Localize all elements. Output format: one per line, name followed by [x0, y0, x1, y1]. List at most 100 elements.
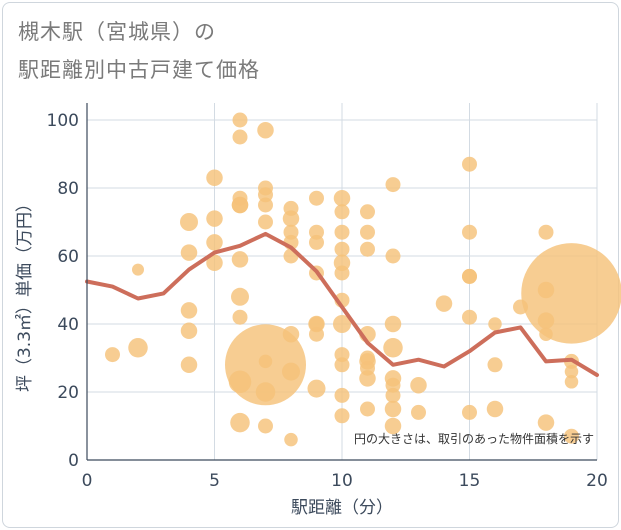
data-point — [385, 177, 401, 193]
y-tick-label: 40 — [57, 315, 79, 335]
data-point — [435, 295, 453, 312]
data-point — [206, 169, 223, 187]
x-tick-label: 5 — [209, 471, 220, 491]
x-tick-label: 15 — [459, 471, 481, 491]
data-point — [255, 382, 276, 402]
data-point — [258, 354, 273, 369]
data-point — [334, 241, 350, 257]
data-points — [105, 112, 621, 447]
tick-labels: 0 5 10 15 20 0 20 40 60 80 100 — [47, 111, 608, 491]
data-point — [411, 404, 426, 420]
data-point — [309, 190, 324, 206]
data-point — [360, 224, 375, 240]
data-point — [334, 347, 350, 363]
y-tick-label: 80 — [57, 179, 79, 199]
data-point — [232, 190, 248, 206]
data-point — [488, 317, 502, 331]
data-point — [384, 315, 402, 333]
grid-lines — [87, 103, 598, 460]
axes — [86, 103, 597, 461]
data-point — [334, 224, 350, 240]
chart-title-line1: 槻木駅（宮城県）の — [18, 20, 216, 44]
data-point — [309, 316, 324, 332]
trend-line — [85, 231, 599, 377]
data-point — [462, 156, 477, 172]
data-point — [258, 418, 273, 434]
x-axis-label: 駅距離（分） — [291, 498, 393, 518]
data-point — [462, 268, 477, 284]
data-point — [206, 210, 223, 227]
x-tick-label: 0 — [82, 471, 93, 491]
data-point — [537, 312, 555, 329]
y-tick-label: 100 — [47, 111, 79, 131]
chart-title-line2: 駅距離別中古戸建て価格 — [18, 58, 260, 82]
data-point — [283, 224, 299, 240]
y-axis-label: 坪（3.3㎡）単価（万円） — [15, 195, 35, 392]
data-point — [360, 204, 375, 220]
data-point — [284, 432, 298, 447]
data-point — [487, 357, 503, 373]
data-point — [309, 224, 324, 240]
data-point — [334, 204, 350, 220]
data-point — [334, 265, 350, 281]
data-point — [232, 129, 248, 145]
y-tick-label: 0 — [68, 451, 79, 471]
data-point — [564, 428, 579, 444]
data-point — [486, 400, 504, 418]
data-point — [462, 224, 477, 240]
y-tick-label: 20 — [57, 383, 79, 403]
data-point — [230, 412, 250, 433]
data-point — [232, 309, 248, 325]
data-point — [180, 244, 198, 261]
data-point — [462, 309, 477, 325]
data-point — [307, 379, 326, 398]
data-point — [521, 243, 621, 344]
data-point — [282, 362, 300, 381]
data-point — [283, 200, 299, 216]
data-point — [539, 327, 553, 341]
data-point — [537, 414, 555, 431]
trend-line-group — [85, 231, 599, 377]
data-point — [385, 248, 401, 264]
data-point — [360, 241, 375, 257]
data-point — [180, 302, 198, 319]
data-point — [513, 299, 528, 315]
data-point — [333, 315, 351, 333]
data-point — [258, 180, 273, 196]
x-tick-label: 10 — [331, 471, 353, 491]
data-point — [564, 364, 579, 379]
data-point — [384, 400, 402, 418]
data-point — [385, 377, 401, 393]
x-tick-label: 20 — [586, 471, 608, 491]
data-point — [180, 356, 198, 374]
data-point — [410, 376, 427, 394]
data-point — [206, 234, 223, 251]
data-point — [282, 325, 300, 343]
data-point — [180, 322, 198, 340]
data-point — [462, 404, 477, 420]
data-point — [231, 251, 249, 268]
data-point — [538, 224, 554, 240]
data-point — [384, 417, 402, 435]
data-point — [334, 387, 350, 403]
data-point — [132, 263, 144, 276]
data-point — [257, 121, 274, 139]
data-point — [537, 281, 555, 299]
data-point — [180, 213, 198, 231]
size-annotation: 円の大きさは、取引のあった物件面積を示す — [354, 431, 594, 446]
data-point — [360, 401, 375, 417]
data-point — [128, 338, 148, 358]
data-point — [564, 375, 579, 389]
data-point — [105, 347, 120, 363]
data-point — [206, 254, 223, 272]
data-point — [334, 408, 350, 424]
data-point — [228, 370, 252, 394]
data-point — [360, 350, 375, 366]
data-point — [383, 338, 403, 358]
data-point — [231, 287, 249, 306]
data-point — [333, 189, 351, 207]
data-point — [258, 214, 273, 230]
y-tick-label: 60 — [57, 247, 79, 267]
data-point — [232, 112, 248, 128]
